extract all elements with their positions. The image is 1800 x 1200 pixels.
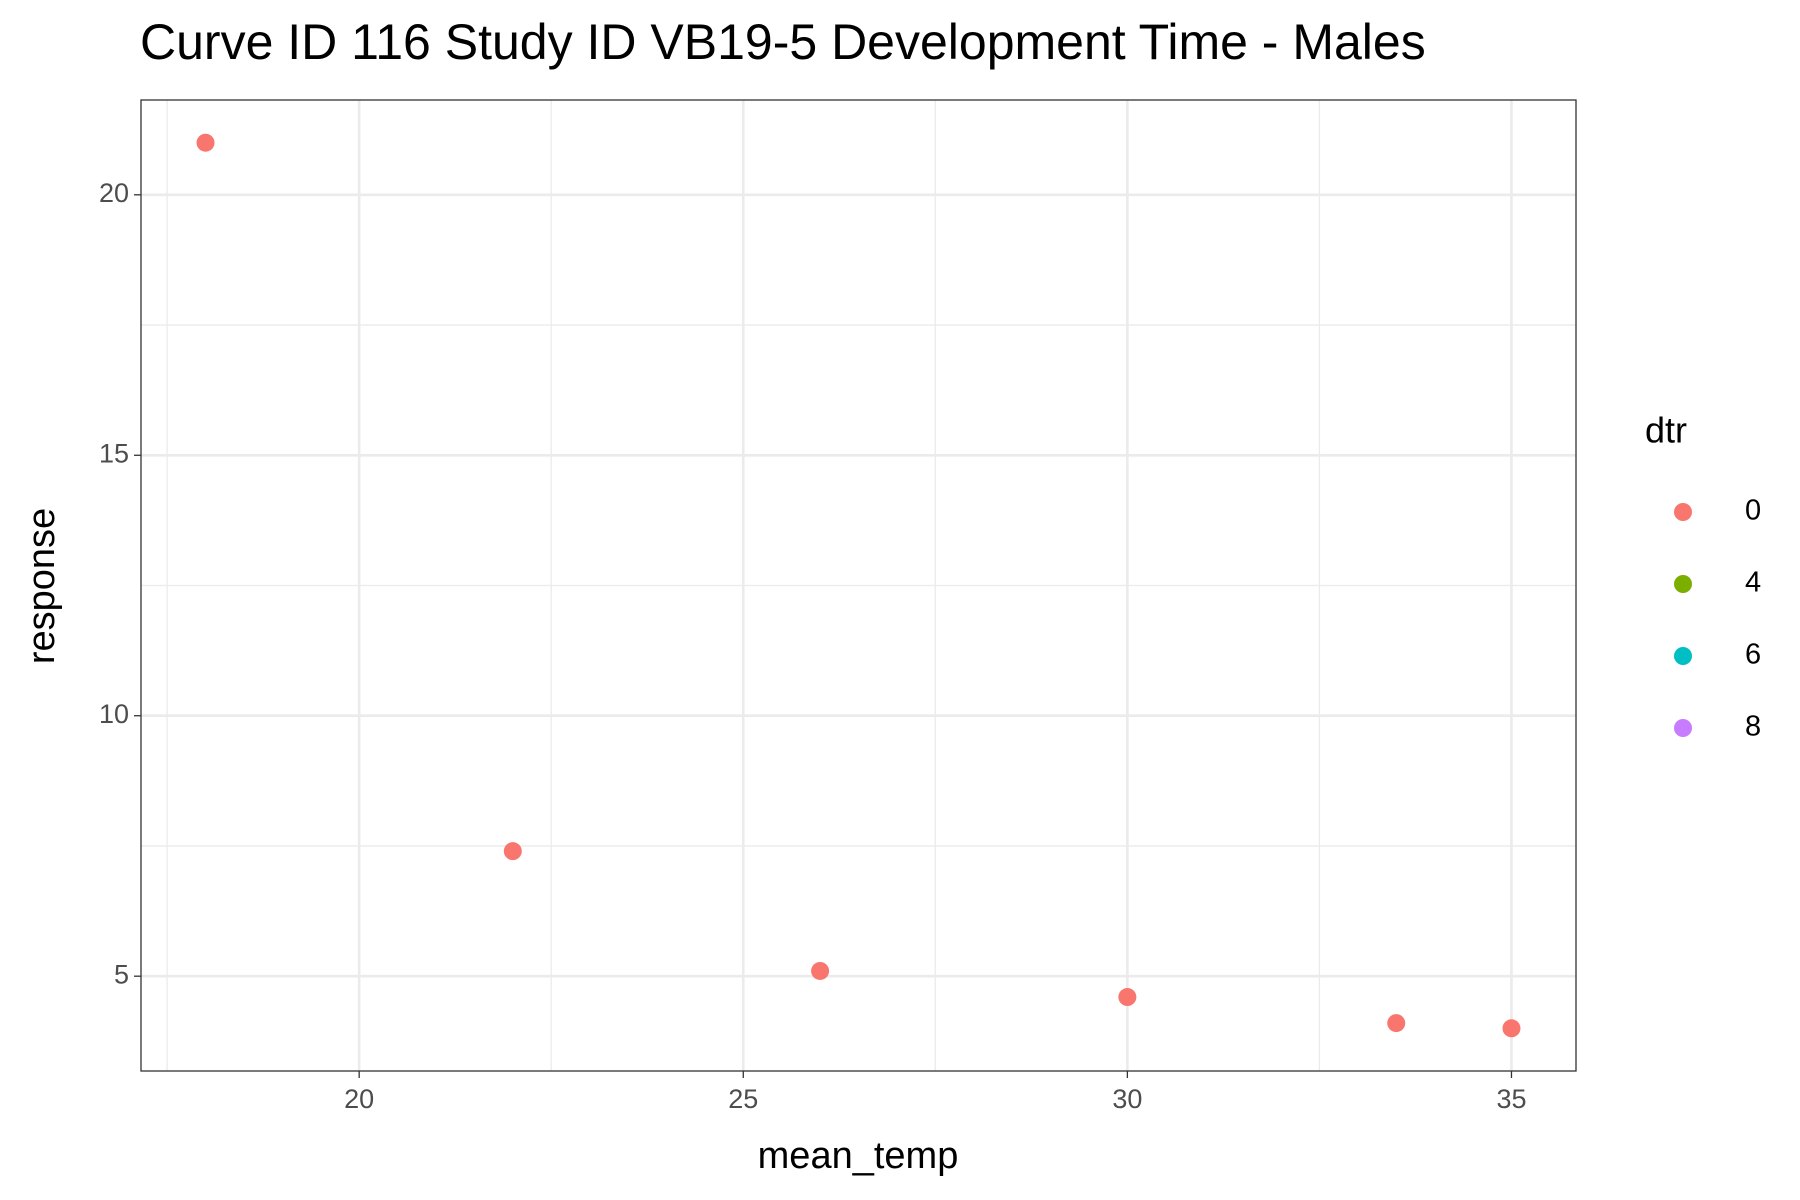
y-tick-label: 10	[99, 699, 129, 729]
point	[503, 842, 522, 861]
point	[1502, 1019, 1521, 1038]
chart-title: Curve ID 116 Study ID VB19-5 Development…	[140, 14, 1426, 70]
y-tick-label: 20	[99, 178, 129, 208]
point	[196, 133, 215, 152]
legend-title: dtr	[1645, 410, 1687, 451]
legend-swatch	[1674, 647, 1692, 665]
x-tick-label: 30	[1112, 1084, 1142, 1114]
point	[1387, 1014, 1406, 1033]
x-axis-title: mean_temp	[758, 1135, 959, 1177]
legend-label: 0	[1745, 495, 1761, 527]
legend-swatch	[1674, 503, 1692, 521]
y-tick-label: 15	[99, 438, 129, 468]
point	[1118, 988, 1137, 1007]
x-tick-label: 25	[728, 1084, 758, 1114]
legend-swatch	[1674, 575, 1692, 593]
x-tick-label: 20	[344, 1084, 374, 1114]
legend-label: 8	[1745, 711, 1761, 743]
y-tick-label: 5	[114, 959, 129, 989]
legend-label: 4	[1745, 567, 1761, 599]
point	[811, 961, 830, 980]
plot-border	[140, 99, 1577, 1072]
legend-label: 6	[1745, 639, 1761, 671]
y-axis-title: response	[21, 508, 63, 664]
legend-swatch	[1674, 719, 1692, 737]
x-tick-label: 35	[1496, 1084, 1526, 1114]
